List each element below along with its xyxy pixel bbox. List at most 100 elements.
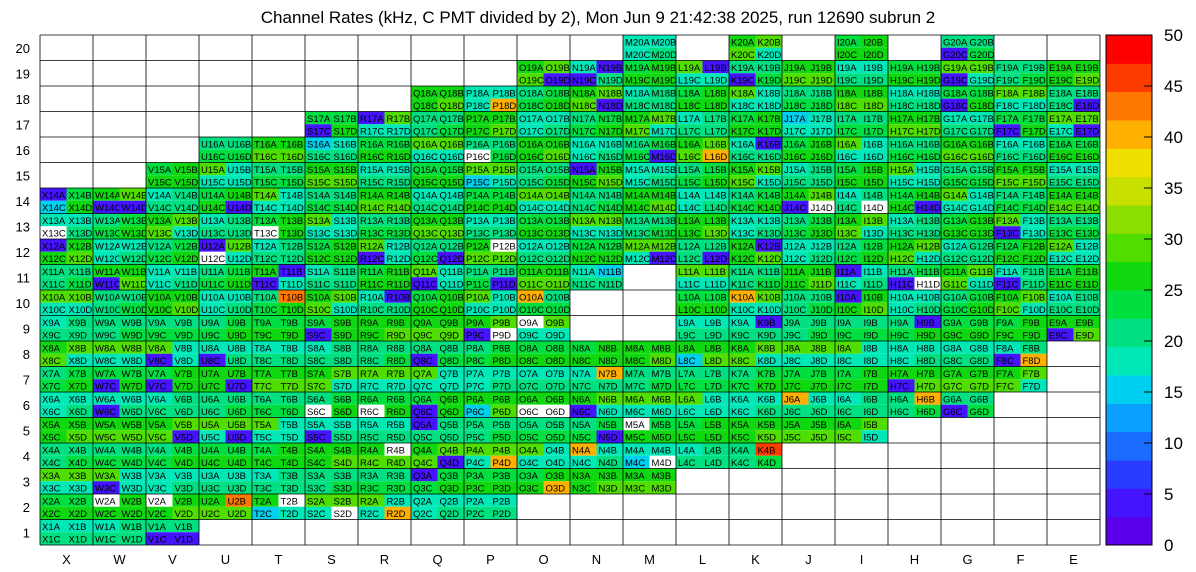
channel-cell (146, 251, 173, 265)
channel-label: J8C (784, 356, 801, 367)
channel-cell (146, 200, 173, 214)
channel-cell (888, 264, 915, 278)
channel-cell (252, 315, 279, 329)
channel-label: E19A (1049, 63, 1073, 74)
channel-label: Q7B (440, 369, 459, 380)
channel-label: U6A (201, 394, 220, 405)
channel-label: R17A (360, 114, 384, 125)
channel-label: F13A (996, 216, 1019, 227)
channel-label: E13A (1049, 216, 1073, 227)
channel-label: K11B (758, 267, 781, 278)
channel-cell (172, 239, 199, 252)
channel-cell (384, 277, 411, 290)
channel-cell (914, 162, 941, 176)
channel-cell (570, 98, 597, 112)
channel-label: P3C (466, 484, 485, 495)
channel-cell (146, 443, 173, 456)
channel-cell (596, 98, 623, 112)
channel-cell (278, 494, 305, 507)
channel-label: I6D (864, 407, 879, 418)
channel-cell (994, 239, 1021, 252)
channel-label: O12B (546, 241, 570, 252)
channel-label: Q16B (440, 139, 464, 150)
channel-cell (146, 226, 173, 239)
channel-cell (835, 277, 862, 290)
channel-label: U13D (228, 229, 252, 240)
channel-cell (835, 392, 862, 405)
channel-label: K12D (758, 254, 782, 265)
channel-cell (252, 251, 279, 265)
channel-cell (1073, 200, 1100, 214)
channel-label: W11B (122, 267, 147, 278)
channel-cell (172, 315, 199, 329)
channel-cell (358, 481, 385, 494)
channel-cell (331, 404, 358, 418)
channel-label: S7D (334, 382, 353, 393)
channel-label: R8B (387, 343, 405, 354)
channel-label: G13D (970, 229, 995, 240)
channel-cell (702, 162, 729, 176)
channel-cell (649, 73, 676, 86)
channel-label: V13A (148, 216, 172, 227)
channel-cell (623, 188, 650, 201)
channel-label: I6C (837, 407, 852, 418)
channel-label: T13B (281, 216, 304, 227)
channel-label: G10A (943, 292, 968, 303)
channel-label: K7B (758, 369, 776, 380)
channel-label: K19D (758, 76, 782, 87)
channel-label: F9A (996, 318, 1014, 329)
channel-label: V6D (175, 407, 194, 418)
channel-cell (40, 277, 67, 290)
channel-cell (729, 213, 756, 227)
channel-cell (278, 392, 305, 405)
channel-cell (437, 328, 464, 341)
channel-label: O8A (519, 343, 539, 354)
channel-cell (570, 239, 597, 252)
channel-label: U6C (201, 407, 220, 418)
channel-label: F17B (1023, 114, 1046, 125)
channel-cell (305, 506, 332, 520)
channel-cell (941, 239, 968, 252)
channel-cell (464, 443, 491, 456)
channel-cell (517, 251, 544, 265)
channel-cell (570, 73, 597, 86)
channel-cell (93, 277, 120, 290)
channel-label: R4D (387, 458, 406, 469)
channel-cell (543, 124, 570, 137)
channel-cell (517, 98, 544, 112)
channel-label: E14A (1049, 190, 1073, 201)
channel-cell (808, 137, 835, 150)
channel-cell (755, 353, 782, 367)
channel-cell (570, 353, 597, 367)
channel-label: H10B (917, 292, 941, 303)
channel-cell (808, 277, 835, 290)
x-tick-label: N (592, 552, 601, 567)
channel-label: L17C (678, 127, 701, 138)
channel-label: E17D (1076, 127, 1100, 138)
channel-cell (835, 341, 862, 354)
channel-label: U11C (201, 280, 225, 291)
channel-label: T4A (254, 445, 272, 456)
channel-label: G7A (943, 369, 963, 380)
channel-cell (119, 213, 146, 227)
channel-cell (278, 149, 305, 163)
channel-cell (888, 315, 915, 329)
x-tick-label: L (699, 552, 706, 567)
channel-cell (861, 277, 888, 290)
channel-cell (967, 137, 994, 150)
channel-cell (278, 264, 305, 278)
channel-cell (119, 519, 146, 533)
channel-label: W10B (122, 292, 148, 303)
channel-cell (464, 481, 491, 494)
channel-cell (225, 251, 252, 265)
channel-cell (199, 226, 226, 239)
channel-label: I7D (864, 382, 879, 393)
channel-label: T8A (254, 343, 272, 354)
channel-label: I5A (837, 420, 852, 431)
channel-label: F7D (1023, 382, 1041, 393)
channel-cell (252, 302, 279, 316)
channel-cell (93, 519, 120, 533)
channel-label: K10D (758, 305, 782, 316)
channel-label: T9D (281, 331, 299, 342)
channel-label: T8D (281, 356, 299, 367)
